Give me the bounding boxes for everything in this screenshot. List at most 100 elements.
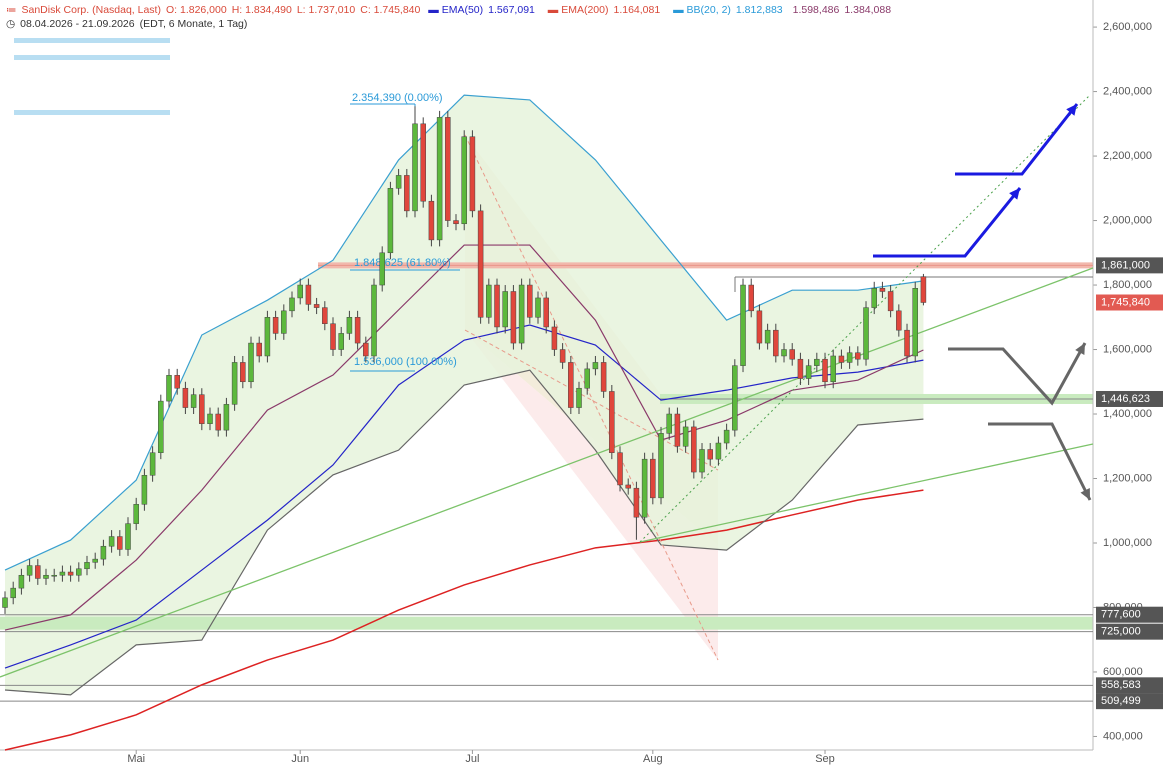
candle-body: [830, 355, 836, 383]
arrow-head: [1080, 488, 1090, 500]
x-tick-label: Jun: [291, 753, 309, 765]
arrow-head: [1066, 104, 1077, 116]
indicator-line: [4, 489, 924, 751]
candle-body: [125, 523, 131, 550]
candle-body: [387, 188, 394, 254]
level-label: 725,000: [1101, 626, 1141, 638]
header: ≔ SanDisk Corp. (Nasdaq, Last) O: 1.826,00…: [6, 4, 896, 30]
candle-body: [510, 291, 517, 344]
annotation: 1.848,625 (61.80%): [354, 257, 451, 269]
ohlc: C: 1.745,840: [360, 4, 421, 16]
annotation: 1.536,000 (100.00%): [354, 356, 457, 368]
candle-body: [354, 317, 361, 344]
legend-name: EMA(50): [441, 4, 484, 16]
candle-body: [568, 362, 574, 408]
legend-name: BB(20, 2): [686, 4, 731, 16]
arrow: [948, 342, 1087, 406]
candle-body: [51, 574, 57, 577]
candle-body: [215, 413, 221, 431]
candle-body: [240, 362, 246, 383]
icon: ≔: [6, 4, 17, 16]
trendline: [0, 267, 1094, 678]
candle-body: [756, 310, 763, 344]
candle-body: [174, 375, 180, 389]
candle-body: [904, 329, 910, 357]
level-box: [1096, 606, 1163, 623]
fib-channel-lower: [465, 330, 718, 660]
candle-body: [912, 288, 918, 357]
candle-body: [363, 342, 369, 357]
candle-body: [641, 458, 648, 518]
candle-body: [805, 365, 812, 379]
arrow-head: [1075, 343, 1085, 355]
candle-body: [691, 426, 697, 473]
level-label: 509,499: [1101, 695, 1141, 707]
x-tick-label: Sep: [815, 753, 835, 765]
candle-body: [494, 284, 500, 328]
candle-body: [723, 429, 730, 444]
level-label: 777,600: [1101, 609, 1141, 621]
candle-body: [100, 545, 107, 560]
candle-body: [543, 297, 549, 328]
candle-body: [797, 358, 804, 379]
candle-body: [617, 452, 623, 486]
fib-edge: [464, 134, 719, 661]
ohlc: H: 1.834,490: [231, 4, 292, 16]
candle-body: [248, 342, 254, 383]
arrow: [955, 103, 1079, 176]
arrow: [988, 422, 1092, 501]
candle-body: [67, 571, 74, 576]
candle-body: [477, 210, 484, 318]
candle-body: [76, 568, 82, 576]
candle-body: [256, 342, 262, 357]
candle-body: [2, 597, 8, 608]
y-tick-label: 1,200,000: [1103, 472, 1152, 484]
candle-body: [896, 310, 902, 331]
date-range: 08.04.2026 - 21.09.2026: [20, 18, 135, 30]
title: SanDisk Corp. (Nasdaq, Last): [21, 4, 161, 16]
fib-edge: [464, 329, 719, 471]
legend-name: EMA(200): [561, 4, 609, 16]
x-tick-label: Jul: [465, 753, 479, 765]
candle-body: [338, 333, 344, 350]
ohlc: O: 1.826,000: [165, 4, 227, 16]
candle-body: [141, 475, 148, 505]
candle-body: [453, 220, 459, 225]
indicator-line: [4, 369, 924, 696]
level-box: [1096, 257, 1163, 274]
candle-body: [822, 358, 828, 383]
candle-body: [707, 449, 713, 460]
candle-body: [346, 317, 353, 334]
candle-body: [43, 574, 49, 579]
candle-body: [764, 329, 771, 344]
candle-body: [650, 458, 656, 499]
candle-body: [879, 288, 886, 292]
candle-body: [436, 117, 443, 241]
candle-body: [18, 574, 25, 589]
y-tick-label: 1,800,000: [1103, 279, 1152, 291]
legend-value: 1.812,883: [735, 4, 783, 16]
candle-body: [633, 487, 640, 518]
y-tick-label: 1,000,000: [1103, 537, 1152, 549]
annotation: 2.354,390 (0.00%): [352, 92, 443, 104]
marker-bar: [14, 55, 170, 60]
candle-body: [371, 284, 377, 357]
candle-body: [576, 387, 582, 408]
legend-bb: ▬ BB(20, 2) 1.812,883: [673, 4, 783, 16]
y-tick-label: 400,000: [1103, 730, 1143, 742]
clock: ◷: [6, 18, 16, 30]
level-label: 1,861,000: [1101, 259, 1150, 271]
candle-body: [461, 136, 467, 225]
candle-body: [559, 349, 566, 363]
candle-body: [502, 291, 508, 328]
y-tick-label: 1,600,000: [1103, 343, 1152, 355]
candle-body: [682, 426, 689, 447]
candle-body: [272, 317, 279, 334]
candle-body: [814, 358, 820, 366]
candle-body: [10, 587, 16, 599]
candle-body: [781, 349, 787, 357]
y-tick-label: 600,000: [1103, 666, 1143, 678]
candle-body: [527, 284, 533, 318]
